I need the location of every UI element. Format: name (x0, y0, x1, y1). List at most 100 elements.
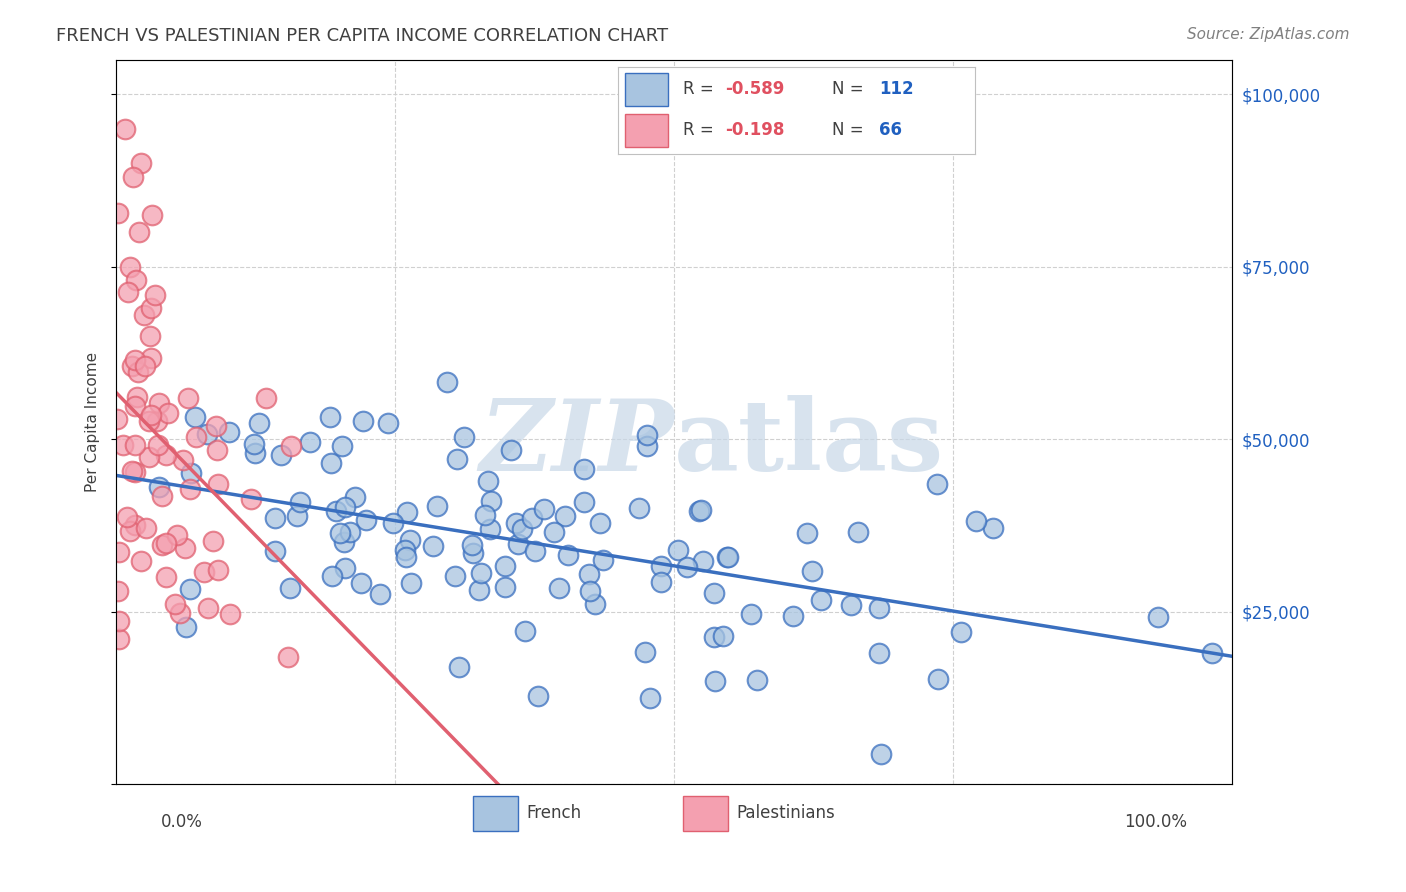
Point (205, 419, 228, 434)
Point (129, 156, 152, 170)
Point (245, 446, 267, 460)
Point (114, 121, 136, 136)
Point (627, 501, 650, 516)
Point (468, 583, 491, 598)
Point (377, 417, 399, 431)
Point (207, 442, 229, 457)
Point (285, 508, 308, 523)
Point (965, 514, 987, 528)
Point (436, 375, 458, 389)
Point (280, 439, 302, 453)
Point (368, 587, 391, 601)
Point (122, 169, 145, 184)
Point (118, 524, 141, 539)
Point (207, 477, 229, 491)
Point (218, 607, 240, 621)
Point (354, 513, 377, 527)
Point (717, 550, 740, 565)
Point (510, 522, 533, 536)
Point (277, 650, 299, 665)
Point (124, 465, 146, 479)
Point (548, 582, 571, 596)
Point (127, 390, 149, 404)
Point (474, 508, 496, 522)
Point (495, 580, 517, 594)
Point (522, 511, 544, 525)
Point (572, 495, 595, 509)
Point (796, 525, 818, 540)
Point (703, 586, 725, 600)
Point (381, 516, 404, 530)
Point (155, 448, 177, 462)
Point (141, 208, 163, 222)
Point (394, 542, 416, 557)
Point (148, 438, 170, 452)
Point (526, 690, 548, 704)
Point (180, 466, 202, 480)
Point (422, 539, 444, 553)
Point (135, 521, 157, 535)
Point (166, 528, 188, 542)
Point (183, 410, 205, 425)
Point (689, 503, 711, 517)
Point (950, 624, 973, 639)
Point (583, 598, 606, 612)
Point (319, 457, 342, 471)
Text: atlas: atlas (673, 395, 945, 492)
Point (543, 524, 565, 539)
Point (666, 543, 689, 558)
Point (150, 538, 173, 552)
Y-axis label: Per Capita Income: Per Capita Income (86, 352, 100, 492)
Point (179, 482, 201, 496)
Point (449, 660, 471, 674)
Point (124, 353, 146, 368)
Point (426, 499, 449, 513)
Point (163, 598, 186, 612)
Point (638, 690, 661, 705)
Point (124, 518, 146, 533)
Point (195, 426, 218, 441)
Point (692, 554, 714, 568)
Point (636, 439, 658, 453)
Point (578, 567, 600, 582)
Point (747, 673, 769, 688)
Point (247, 416, 270, 430)
Point (505, 516, 527, 531)
Point (184, 430, 207, 444)
Point (299, 435, 322, 450)
Text: 0.0%: 0.0% (160, 814, 202, 831)
Point (243, 437, 266, 451)
Point (278, 581, 301, 595)
Point (134, 308, 156, 322)
Point (650, 558, 672, 573)
Point (636, 427, 658, 442)
Point (112, 437, 135, 451)
Point (108, 632, 131, 646)
Point (634, 644, 657, 658)
Point (927, 672, 949, 686)
Point (321, 568, 343, 582)
Point (592, 552, 614, 566)
Point (138, 450, 160, 464)
Point (150, 489, 173, 503)
Point (689, 504, 711, 518)
Text: FRENCH VS PALESTINIAN PER CAPITA INCOME CORRELATION CHART: FRENCH VS PALESTINIAN PER CAPITA INCOME … (56, 27, 668, 45)
Point (800, 564, 823, 578)
Point (139, 301, 162, 315)
Point (589, 516, 612, 530)
Point (395, 549, 418, 564)
Point (446, 452, 468, 467)
Point (325, 504, 347, 518)
Point (117, 510, 139, 524)
Point (444, 569, 467, 583)
Point (333, 561, 356, 575)
Point (396, 505, 419, 519)
Point (105, 411, 128, 425)
Point (506, 537, 529, 551)
Point (650, 575, 672, 590)
Point (399, 533, 422, 548)
Point (716, 550, 738, 565)
Point (270, 448, 292, 462)
Point (810, 593, 832, 607)
Point (981, 521, 1004, 535)
